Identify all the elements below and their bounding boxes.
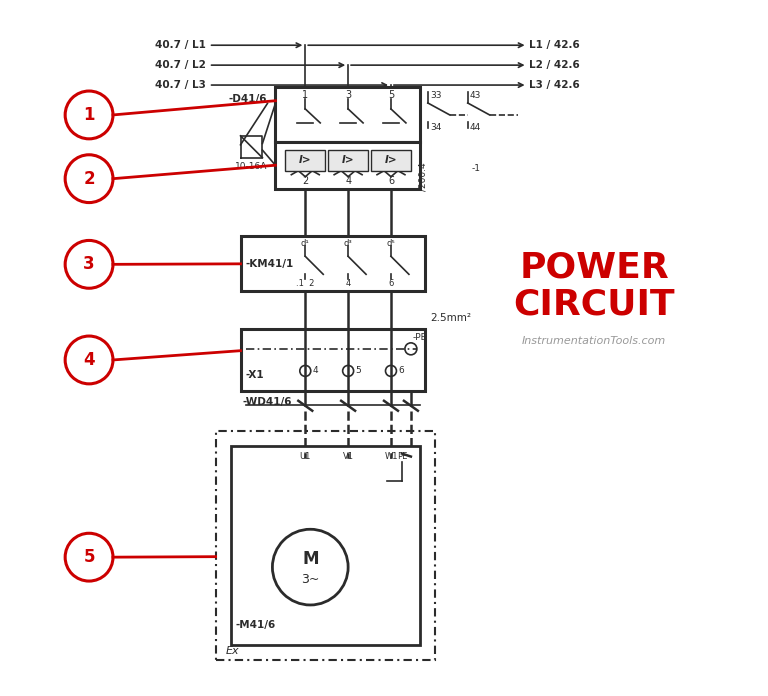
Text: 2.5mm²: 2.5mm²	[430, 313, 471, 323]
Text: 5: 5	[388, 90, 394, 100]
Text: 4: 4	[83, 351, 95, 369]
Text: 1: 1	[83, 106, 94, 124]
Text: 6: 6	[398, 366, 404, 375]
Text: 2: 2	[302, 175, 309, 186]
Text: -KM41/1: -KM41/1	[246, 259, 293, 269]
Text: M: M	[302, 550, 319, 568]
Text: U1: U1	[300, 452, 311, 461]
Text: 40.7 / L1: 40.7 / L1	[155, 40, 206, 50]
Text: 3: 3	[345, 90, 351, 100]
Text: I>: I>	[299, 155, 312, 165]
Text: I>: I>	[385, 155, 397, 165]
Text: -PE: -PE	[413, 333, 427, 342]
FancyBboxPatch shape	[230, 445, 420, 644]
Text: .1  2: .1 2	[296, 279, 314, 288]
Text: 2: 2	[83, 170, 95, 188]
FancyBboxPatch shape	[371, 150, 411, 171]
Text: 44: 44	[470, 123, 481, 132]
Text: L1 / 42.6: L1 / 42.6	[529, 40, 580, 50]
Text: V1: V1	[343, 452, 353, 461]
Text: 3: 3	[83, 255, 95, 274]
Text: d⁵: d⁵	[386, 239, 396, 248]
Text: 3~: 3~	[301, 573, 319, 585]
Text: -M41/6: -M41/6	[236, 620, 276, 630]
FancyBboxPatch shape	[276, 87, 420, 142]
Text: I>: I>	[342, 155, 355, 165]
Text: POWER
CIRCUIT: POWER CIRCUIT	[514, 251, 675, 322]
Text: W1: W1	[384, 452, 398, 461]
FancyBboxPatch shape	[328, 150, 368, 171]
Text: 5: 5	[83, 548, 94, 566]
Text: L2 / 42.6: L2 / 42.6	[529, 60, 580, 70]
Text: L3 / 42.6: L3 / 42.6	[529, 80, 580, 90]
Text: d³: d³	[344, 239, 353, 248]
Text: d¹: d¹	[301, 239, 310, 248]
Text: 6: 6	[388, 175, 394, 186]
Text: 4: 4	[313, 366, 318, 375]
FancyBboxPatch shape	[240, 329, 425, 391]
Text: 34: 34	[430, 123, 441, 132]
Text: 43: 43	[470, 91, 481, 100]
Text: 33: 33	[430, 91, 442, 100]
Text: PE: PE	[397, 452, 407, 461]
FancyBboxPatch shape	[276, 142, 420, 189]
Text: 4: 4	[345, 175, 351, 186]
Text: InstrumentationTools.com: InstrumentationTools.com	[522, 336, 667, 346]
Text: 40.7 / L3: 40.7 / L3	[155, 80, 206, 90]
Text: -1: -1	[471, 164, 480, 173]
Text: 5: 5	[355, 366, 361, 375]
Text: 40.7 / L2: 40.7 / L2	[155, 60, 206, 70]
FancyBboxPatch shape	[216, 431, 435, 660]
Text: 4: 4	[346, 279, 351, 288]
FancyBboxPatch shape	[286, 150, 325, 171]
Text: -X1: -X1	[246, 370, 264, 380]
Text: 1: 1	[303, 90, 308, 100]
Text: Ex: Ex	[226, 646, 239, 656]
Text: 6: 6	[389, 279, 394, 288]
FancyBboxPatch shape	[240, 237, 425, 291]
Text: -D41/6: -D41/6	[229, 94, 267, 104]
Text: -WD41/6: -WD41/6	[243, 397, 292, 406]
Text: 10-16A: 10-16A	[235, 162, 267, 171]
Text: /200.4: /200.4	[419, 162, 427, 191]
